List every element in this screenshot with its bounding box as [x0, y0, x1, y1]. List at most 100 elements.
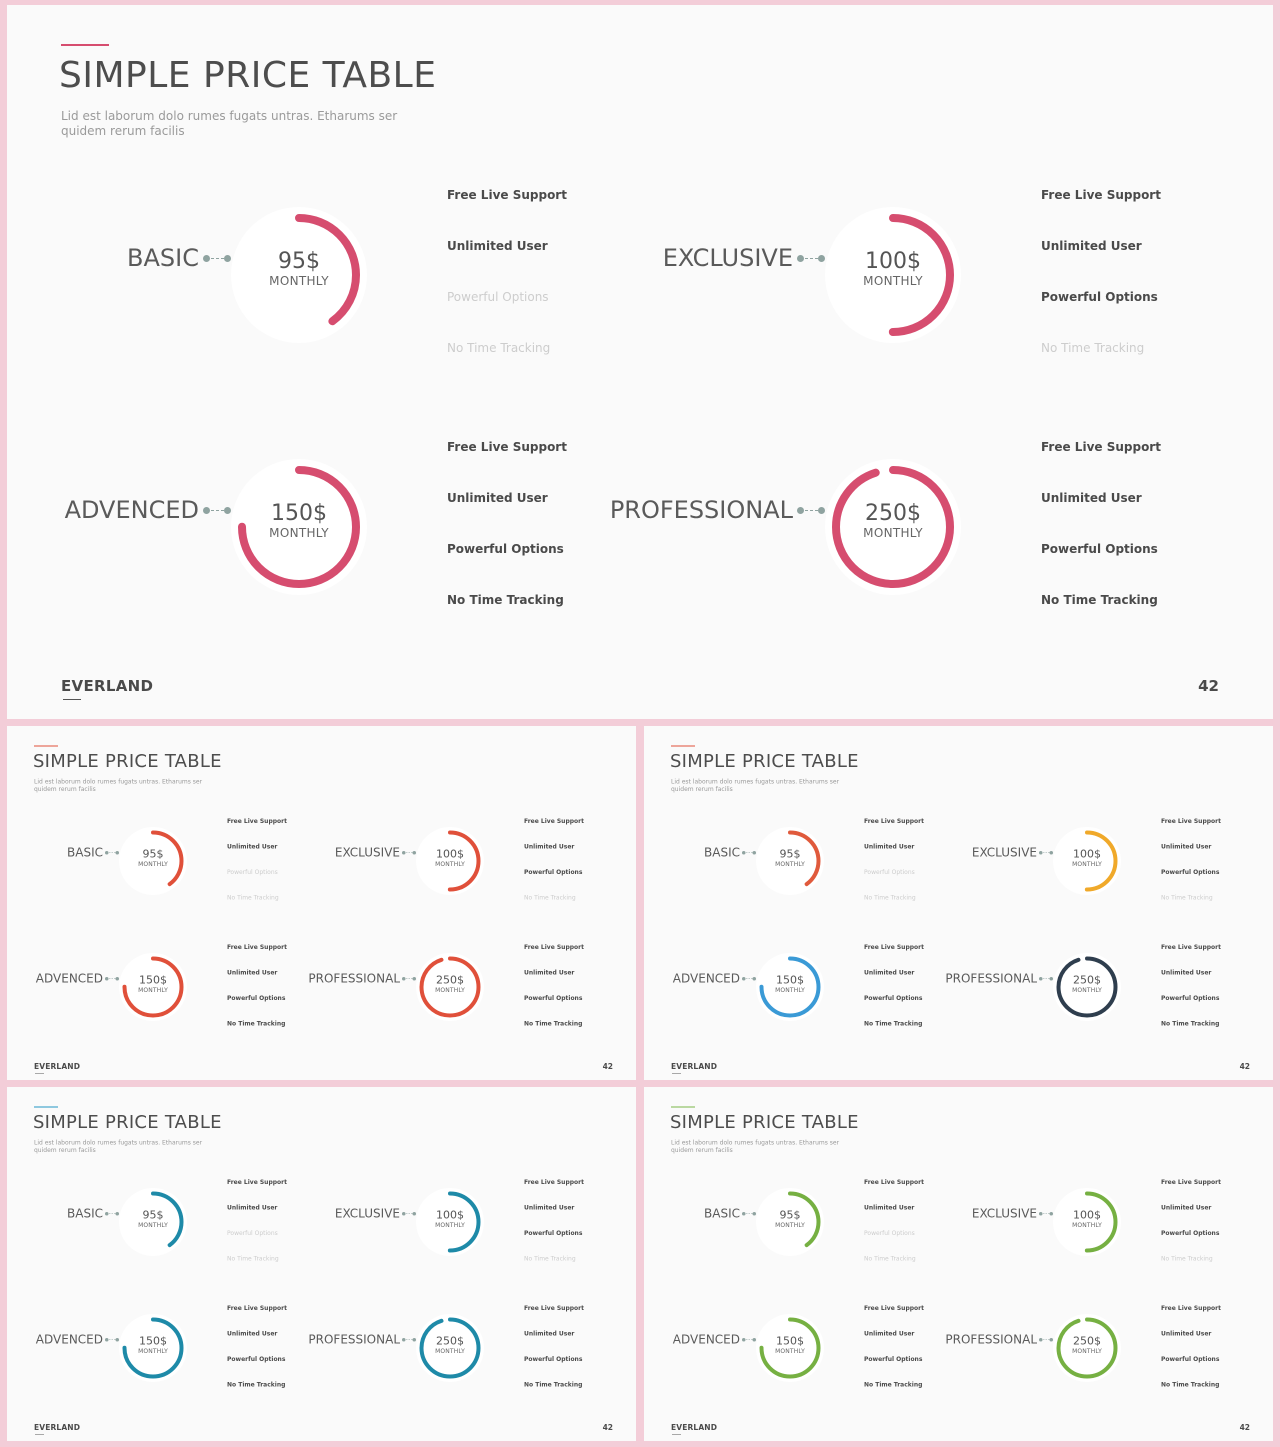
ring-background: [119, 1314, 187, 1382]
feature-item: No Time Tracking: [1161, 1255, 1213, 1262]
feature-item: Powerful Options: [1161, 868, 1220, 876]
price-box: 150$ MONTHLY: [118, 1335, 188, 1354]
feature-item: Unlimited User: [1041, 239, 1142, 253]
progress-ring: [415, 1313, 485, 1383]
ring-progress-arc: [122, 956, 184, 1018]
plan-period: MONTHLY: [138, 986, 168, 994]
feature-item: No Time Tracking: [864, 1255, 916, 1262]
price-box: 250$ MONTHLY: [1052, 974, 1122, 994]
connector-icon: [203, 250, 233, 268]
feature-item: Free Live Support: [864, 1304, 924, 1312]
ring-svg: [1053, 827, 1121, 895]
feature-list: Free Live Support Unlimited User Powerfu…: [524, 1304, 609, 1406]
feature-item: Unlimited User: [524, 969, 575, 976]
plan-period: MONTHLY: [1072, 860, 1102, 868]
feature-item: Free Live Support: [864, 817, 924, 825]
progress-ring: [229, 457, 369, 597]
feature-item: Unlimited User: [227, 1204, 278, 1211]
feature-item: Unlimited User: [864, 1204, 915, 1211]
connector-icon: [1039, 1336, 1054, 1345]
plan-period: MONTHLY: [269, 526, 329, 540]
ring-progress-arc: [759, 1317, 821, 1379]
ring-progress-arc: [759, 956, 821, 1018]
feature-item: Unlimited User: [1161, 969, 1212, 976]
progress-ring: [118, 1187, 188, 1257]
progress-ring: [755, 952, 825, 1022]
ring-svg: [1053, 953, 1121, 1021]
feature-list: Free Live Support Unlimited User Powerfu…: [524, 943, 609, 1045]
plan-advenced: ADVENCED 150$ MONTHLY Free Live Support …: [644, 937, 944, 1062]
feature-list: Free Live Support Unlimited User Powerfu…: [447, 187, 617, 391]
plan-price: 100$: [436, 848, 464, 861]
connector-icon: [742, 849, 757, 858]
plan-exclusive: EXCLUSIVE 100$ MONTHLY Free Live Support…: [304, 811, 604, 936]
plan-name: EXCLUSIVE: [334, 845, 400, 860]
connector-icon: [105, 1336, 120, 1345]
feature-item: Powerful Options: [227, 868, 278, 876]
ring-progress-arc: [238, 214, 360, 336]
plan-professional: PROFESSIONAL 250$ MONTHLY Free Live Supp…: [941, 937, 1241, 1062]
feature-item: Free Live Support: [227, 1178, 287, 1186]
plan-period: MONTHLY: [775, 986, 805, 994]
ring-svg: [756, 953, 824, 1021]
feature-list: Free Live Support Unlimited User Powerfu…: [1041, 187, 1211, 391]
feature-item: Powerful Options: [1161, 994, 1220, 1002]
ring-background: [119, 1188, 187, 1256]
brand-name: EVERLAND: [671, 1062, 718, 1071]
plan-exclusive: EXCLUSIVE 100$ MONTHLY Free Live Support…: [941, 1172, 1241, 1297]
ring-progress-arc: [1056, 830, 1118, 892]
connector-icon: [797, 250, 827, 268]
feature-item: Powerful Options: [1161, 1355, 1220, 1363]
plan-name: BASIC: [67, 1206, 103, 1221]
progress-ring: [755, 826, 825, 896]
ring-svg: [119, 1188, 187, 1256]
feature-item: Free Live Support: [524, 817, 584, 825]
ring-background: [1053, 1314, 1121, 1382]
slide-title: SIMPLE PRICE TABLE: [670, 1112, 859, 1133]
plan-period: MONTHLY: [138, 860, 168, 868]
plan-name: EXCLUSIVE: [662, 244, 793, 272]
feature-item: Free Live Support: [1041, 188, 1161, 202]
brand-underline: [35, 1434, 44, 1435]
feature-item: No Time Tracking: [1161, 1381, 1220, 1388]
ring-progress-arc: [759, 830, 821, 892]
brand-underline: [35, 1073, 44, 1074]
connector-icon: [742, 975, 757, 984]
plan-price: 100$: [1073, 1209, 1101, 1222]
plan-name: ADVENCED: [64, 496, 199, 524]
title-accent-line: [671, 745, 695, 747]
feature-item: Powerful Options: [864, 994, 923, 1002]
ring-background: [119, 827, 187, 895]
plan-period: MONTHLY: [435, 1221, 465, 1229]
plan-name: ADVENCED: [672, 1332, 740, 1347]
ring-svg: [416, 953, 484, 1021]
price-box: 250$ MONTHLY: [415, 1335, 485, 1354]
price-box: 150$ MONTHLY: [755, 1335, 825, 1354]
plan-period: MONTHLY: [1072, 986, 1102, 994]
connector-icon: [1039, 1210, 1054, 1219]
page-number: 42: [602, 1423, 613, 1432]
ring-svg: [1053, 1188, 1121, 1256]
plan-price: 250$: [1073, 974, 1101, 987]
feature-item: No Time Tracking: [227, 1255, 279, 1262]
feature-item: Powerful Options: [524, 994, 583, 1002]
ring-background: [231, 207, 367, 343]
brand-underline: [63, 699, 81, 700]
feature-list: Free Live Support Unlimited User Powerfu…: [864, 1178, 949, 1280]
feature-item: Powerful Options: [1041, 542, 1158, 556]
feature-item: Powerful Options: [1161, 1229, 1220, 1237]
plan-price: 150$: [776, 974, 804, 987]
plan-exclusive: EXCLUSIVE 100$ MONTHLY Free Live Support…: [304, 1172, 604, 1297]
slide-variant-red: SIMPLE PRICE TABLE Lid est laborum dolo …: [7, 726, 636, 1080]
ring-svg: [416, 1188, 484, 1256]
plan-advenced: ADVENCED 150$ MONTHLY Free Live Support …: [644, 1298, 944, 1423]
ring-svg: [825, 207, 961, 343]
ring-background: [1053, 953, 1121, 1021]
feature-item: Unlimited User: [227, 843, 278, 850]
feature-item: Powerful Options: [227, 994, 286, 1002]
feature-list: Free Live Support Unlimited User Powerfu…: [524, 1178, 609, 1280]
brand-name: EVERLAND: [34, 1423, 81, 1432]
plan-name: EXCLUSIVE: [971, 845, 1037, 860]
slide-title: SIMPLE PRICE TABLE: [59, 55, 437, 96]
slide-variant-green: SIMPLE PRICE TABLE Lid est laborum dolo …: [644, 1087, 1273, 1441]
